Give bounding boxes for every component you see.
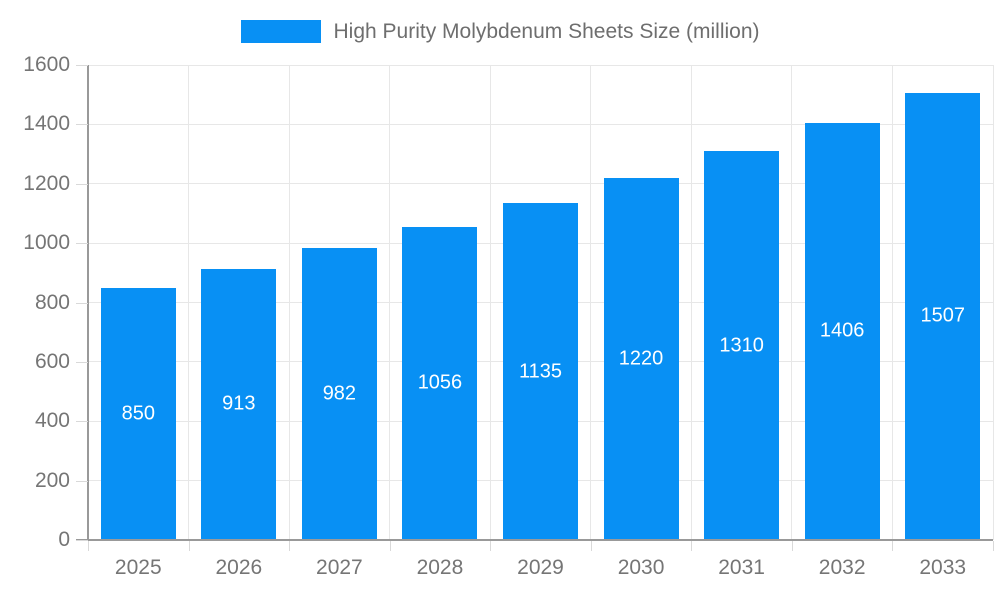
x-tick-label: 2028	[416, 556, 464, 579]
v-gridline	[690, 65, 692, 540]
bar[interactable]: 1406	[804, 122, 880, 540]
y-tick-label: 1400	[23, 112, 70, 136]
legend-label: High Purity Molybdenum Sheets Size (mill…	[333, 20, 760, 43]
y-axis-tick	[76, 480, 88, 482]
v-gridline	[288, 65, 290, 540]
x-axis-tick	[791, 541, 793, 551]
y-tick-label: 600	[34, 349, 70, 373]
x-axis-line	[76, 539, 993, 541]
bar[interactable]: 1220	[603, 177, 679, 540]
bar-value-label: 1507	[920, 304, 965, 327]
x-tick-label: 2029	[517, 556, 564, 579]
x-tick-label: 2031	[718, 556, 765, 579]
x-axis-tick	[993, 541, 994, 551]
bar-value-label: 913	[222, 392, 256, 415]
y-tick-label: 0	[58, 528, 70, 551]
x-axis-tick	[88, 541, 89, 551]
x-axis-tick	[389, 541, 391, 551]
bar-value-label: 1310	[719, 334, 764, 357]
x-tick-label: 2032	[818, 556, 866, 579]
bar[interactable]: 850	[100, 287, 176, 540]
y-tick-label: 400	[34, 409, 70, 433]
x-axis-tick	[590, 541, 592, 551]
bar-value-label: 1135	[518, 360, 562, 383]
v-gridline	[791, 65, 793, 540]
x-tick-label: 2030	[617, 556, 665, 579]
bar-value-label: 1220	[618, 347, 664, 370]
x-axis-tick	[188, 541, 190, 551]
y-axis-tick	[76, 302, 88, 304]
v-gridline	[891, 65, 893, 540]
y-tick-label: 1200	[23, 171, 70, 195]
h-gridline	[88, 183, 993, 185]
bar-value-label: 1406	[819, 319, 865, 342]
v-gridline	[489, 65, 491, 540]
bar-value-label: 1056	[417, 371, 463, 394]
x-tick-label: 2026	[215, 556, 263, 579]
v-gridline	[992, 65, 994, 540]
x-tick-label: 2027	[316, 556, 363, 579]
bar[interactable]: 982	[301, 248, 377, 540]
legend-item[interactable]: High Purity Molybdenum Sheets Size (mill…	[0, 20, 1000, 43]
y-axis-tick	[76, 183, 88, 185]
x-tick-label: 2025	[114, 556, 162, 579]
y-axis-tick	[76, 124, 88, 126]
y-tick-label: 200	[34, 468, 70, 492]
bar-value-label: 982	[322, 382, 357, 405]
v-gridline	[188, 65, 190, 540]
h-gridline	[88, 64, 993, 66]
legend-swatch-icon	[240, 20, 321, 43]
y-tick-label: 800	[34, 290, 70, 314]
y-axis-line	[87, 65, 89, 540]
y-tick-label: 1000	[23, 231, 70, 255]
bar-value-label: 850	[121, 402, 155, 425]
v-gridline	[389, 65, 391, 540]
y-axis-tick	[76, 243, 88, 245]
x-axis-tick	[289, 541, 291, 551]
x-axis-tick	[691, 541, 693, 551]
y-axis-tick	[76, 361, 88, 363]
x-axis-tick	[490, 541, 492, 551]
chart-plot-area: 850 913 982 1056 1135 1220 1310 1406 1507	[88, 64, 994, 540]
bar[interactable]: 1056	[402, 226, 478, 540]
bar[interactable]: 1507	[905, 92, 981, 540]
y-axis-tick	[76, 65, 88, 66]
y-axis-tick	[76, 540, 88, 541]
x-tick-label: 2033	[919, 556, 967, 579]
y-axis-tick	[76, 421, 88, 423]
bar[interactable]: 913	[201, 268, 277, 540]
v-gridline	[590, 65, 592, 540]
y-tick-label: 1600	[23, 53, 70, 76]
x-axis-tick	[892, 541, 894, 551]
bar[interactable]: 1135	[503, 203, 578, 540]
bar[interactable]: 1310	[704, 151, 780, 540]
h-gridline	[88, 123, 993, 125]
